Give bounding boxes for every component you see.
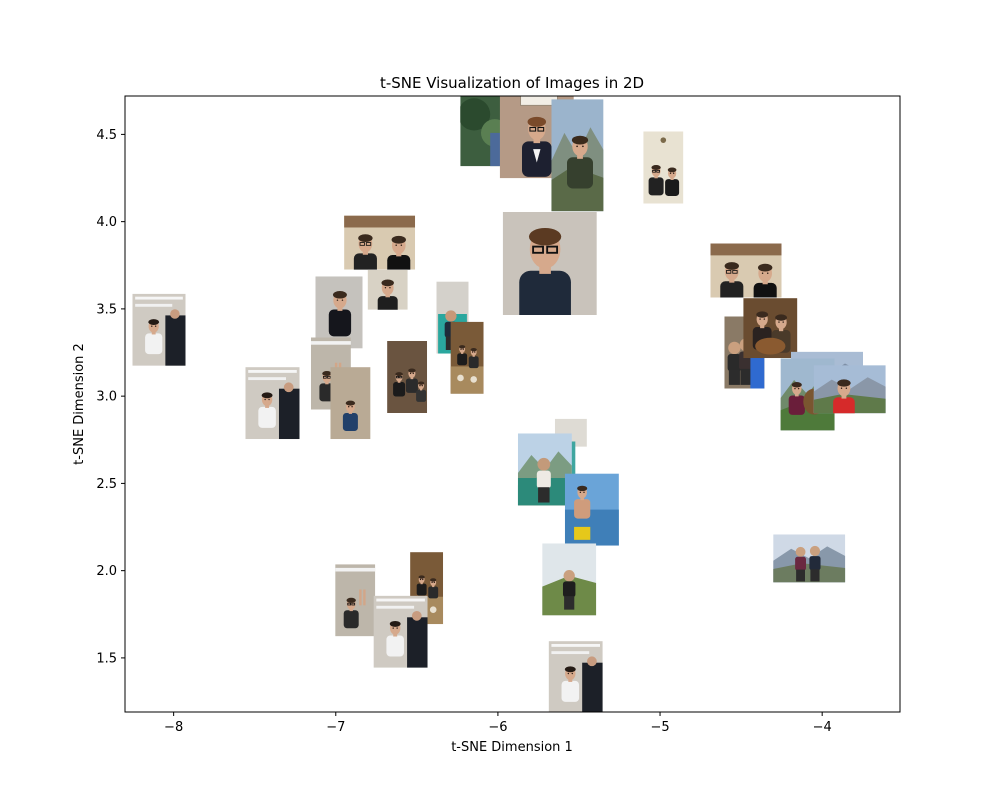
image-thumbnail-point	[367, 269, 408, 310]
y-tick-label: 4.5	[96, 128, 117, 143]
image-thumbnail-point	[743, 298, 798, 359]
image-thumbnail-point	[450, 321, 484, 394]
image-thumbnail-point	[542, 543, 597, 616]
y-axis-label: t-SNE Dimension 2	[72, 343, 87, 465]
image-thumbnail-point	[773, 534, 846, 583]
image-thumbnail-point	[551, 99, 604, 212]
image-thumbnail-point	[387, 341, 428, 413]
y-tick-label: 3.0	[96, 390, 117, 405]
y-tick-label: 1.5	[96, 651, 117, 666]
image-thumbnail-point	[335, 564, 376, 637]
image-thumbnail-point	[344, 215, 416, 270]
x-axis-label: t-SNE Dimension 1	[451, 740, 573, 755]
x-tick-label: −4	[813, 720, 832, 735]
image-thumbnail-point	[330, 367, 371, 440]
image-thumbnail-point	[813, 365, 886, 414]
image-thumbnail-point	[548, 641, 603, 712]
y-tick-label: 2.5	[96, 477, 117, 492]
x-tick-label: −5	[650, 720, 669, 735]
image-thumbnail-point	[132, 293, 186, 366]
image-thumbnail-point	[710, 243, 782, 298]
image-thumbnail-point	[517, 433, 572, 506]
y-tick-label: 2.0	[96, 564, 117, 579]
x-tick-label: −6	[488, 720, 507, 735]
y-axis-ticks: 1.5 2.0 2.5 3.0 3.5 4.0 4.5	[96, 128, 125, 666]
x-tick-label: −8	[164, 720, 183, 735]
x-axis-ticks: −8 −7 −6 −5 −4	[164, 712, 832, 735]
y-tick-label: 3.5	[96, 302, 117, 317]
image-thumbnail-point	[643, 131, 684, 204]
chart-title: t-SNE Visualization of Images in 2D	[380, 74, 644, 92]
y-tick-label: 4.0	[96, 215, 117, 230]
image-thumbnail-point	[564, 473, 619, 546]
image-thumbnail-point	[315, 276, 363, 349]
image-thumbnail-point	[502, 212, 597, 315]
image-thumbnails	[132, 96, 886, 712]
axes-frame	[124, 95, 901, 713]
x-tick-label: −7	[326, 720, 345, 735]
image-thumbnail-point	[373, 595, 428, 668]
image-thumbnail-point	[245, 367, 300, 440]
